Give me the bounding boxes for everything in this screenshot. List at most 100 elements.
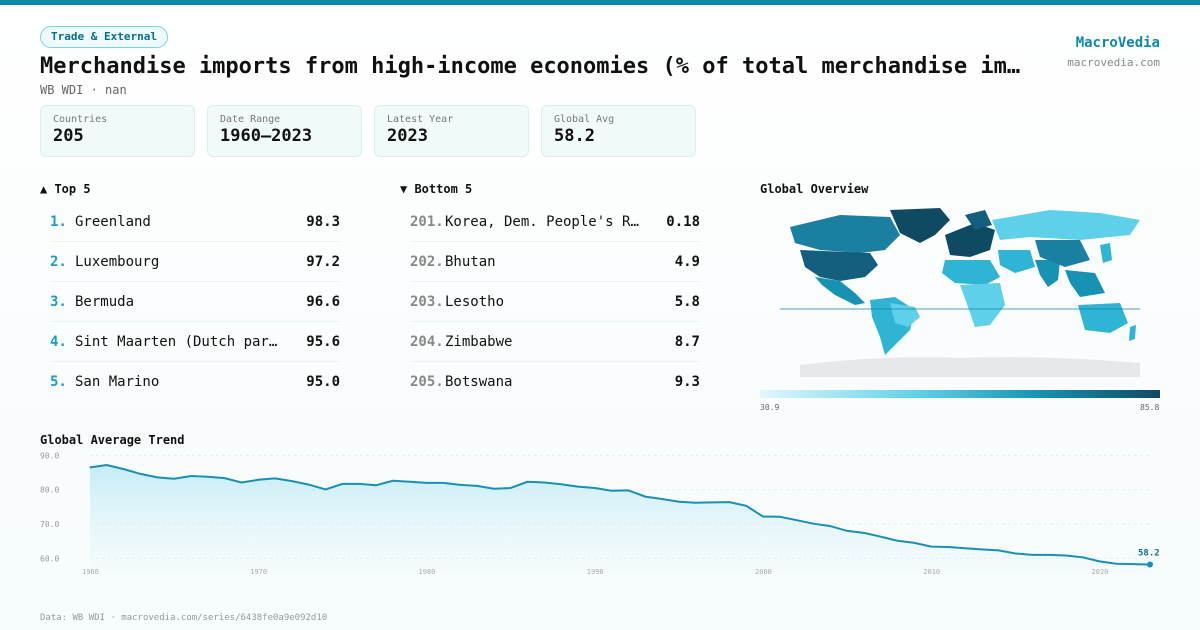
- rank-number: 4.: [50, 333, 67, 350]
- brand-url[interactable]: macrovedia.com: [1067, 56, 1160, 69]
- list-item[interactable]: 205. Botswana 9.3: [410, 362, 700, 402]
- category-badge[interactable]: Trade & External: [40, 26, 168, 48]
- list-item[interactable]: 202. Bhutan 4.9: [410, 242, 700, 282]
- list-item[interactable]: 203. Lesotho 5.8: [410, 282, 700, 322]
- list-item[interactable]: 1. Greenland 98.3: [50, 202, 340, 242]
- top5-list: 1. Greenland 98.3 2. Luxembourg 97.2 3. …: [50, 202, 340, 402]
- map-region-australia: [1078, 303, 1128, 333]
- trend-point: [1065, 554, 1067, 557]
- country-value: 5.8: [674, 293, 700, 310]
- country-name: San Marino: [75, 374, 160, 390]
- trend-point: [543, 481, 545, 484]
- stat-card-latest-year: Latest Year 2023: [374, 105, 529, 157]
- trend-point: [257, 479, 259, 481]
- trend-area: [90, 465, 1150, 572]
- list-item[interactable]: 204. Zimbabwe 8.7: [410, 322, 700, 362]
- x-tick-label: 1980: [419, 568, 436, 576]
- map-region-north-africa: [942, 260, 1000, 285]
- trend-point: [1115, 563, 1117, 565]
- stat-label: Date Range: [220, 114, 281, 125]
- trend-point: [308, 483, 310, 486]
- trend-point: [190, 475, 192, 477]
- map-heading: Global Overview: [760, 182, 869, 196]
- trend-point: [123, 468, 125, 470]
- trend-point: [678, 501, 680, 503]
- trend-point: [106, 464, 108, 466]
- trend-point: [1082, 556, 1084, 558]
- page-subtitle: WB WDI · nan: [40, 83, 127, 97]
- trend-point: [997, 549, 1000, 551]
- bottom5-list: 201. Korea, Dem. People's Rep. 0.18 202.…: [410, 202, 700, 402]
- rank-number: 205.: [410, 374, 444, 390]
- map-legend-gradient: [760, 390, 1160, 398]
- map-region-antarctica: [800, 357, 1140, 377]
- trend-point: [695, 502, 697, 504]
- trend-point: [425, 482, 428, 484]
- list-item[interactable]: 3. Bermuda 96.6: [50, 282, 340, 322]
- bottom5-heading: ▼ Bottom 5: [400, 182, 473, 196]
- footer-source: Data: WB WDI · macrovedia.com/series/643…: [40, 613, 328, 623]
- y-tick-label: 90.0: [40, 452, 59, 460]
- trend-point: [577, 486, 579, 488]
- trend-point: [610, 490, 613, 492]
- list-item[interactable]: 5. San Marino 95.0: [50, 362, 340, 402]
- map-region-europe: [945, 223, 995, 257]
- list-item[interactable]: 2. Luxembourg 97.2: [50, 242, 340, 282]
- x-tick-label: 2020: [1092, 568, 1109, 576]
- trend-point: [392, 480, 394, 482]
- trend-heading: Global Average Trend: [40, 433, 185, 447]
- map-region-southern-africa: [960, 283, 1005, 327]
- trend-point: [981, 548, 983, 550]
- trend-point: [880, 536, 882, 538]
- x-tick-label: 1960: [82, 568, 99, 576]
- map-region-greenland: [890, 208, 950, 243]
- rank-number: 1.: [50, 213, 67, 230]
- trend-point: [526, 481, 529, 483]
- map-region-scandinavia: [965, 210, 992, 230]
- country-value: 98.3: [306, 213, 340, 230]
- trend-point: [594, 487, 596, 489]
- map-region-canada: [790, 215, 900, 253]
- trend-point: [779, 516, 781, 518]
- map-region-india: [1035, 260, 1060, 287]
- rank-number: 202.: [410, 253, 444, 270]
- stat-card-global-avg: Global Avg 58.2: [541, 105, 696, 157]
- rank-number: 203.: [410, 293, 444, 310]
- trend-point: [947, 546, 949, 548]
- country-value: 9.3: [674, 374, 700, 390]
- map-region-mexico: [815, 277, 865, 305]
- trend-point: [1031, 554, 1033, 556]
- country-value: 0.18: [666, 213, 700, 230]
- stat-value: 2023: [387, 126, 428, 146]
- stat-card-date-range: Date Range 1960–2023: [207, 105, 362, 157]
- rank-number: 204.: [410, 333, 444, 350]
- trend-chart: 90.0 80.0 70.0 60.0 58.2 1960 1970 1980 1990 2000…: [40, 452, 1160, 576]
- country-name: Lesotho: [445, 293, 505, 310]
- map-region-usa: [800, 250, 878, 281]
- stat-value: 58.2: [554, 126, 595, 146]
- page-title: Merchandise imports from high-income eco…: [40, 54, 1025, 79]
- country-name: Luxembourg: [75, 253, 160, 270]
- country-value: 8.7: [674, 333, 700, 350]
- trend-point: [897, 540, 899, 542]
- trend-point: [493, 488, 495, 490]
- last-value-label: 58.2: [1138, 548, 1160, 558]
- world-choropleth-map[interactable]: [760, 205, 1160, 380]
- trend-point: [459, 484, 461, 486]
- x-tick-label: 1990: [587, 568, 604, 576]
- map-region-china: [1035, 240, 1090, 267]
- trend-point: [829, 525, 831, 527]
- trend-point: [863, 532, 865, 534]
- trend-point: [476, 485, 478, 487]
- trend-point: [510, 487, 512, 489]
- brand-name[interactable]: MacroVedia: [1075, 35, 1160, 51]
- country-name: Zimbabwe: [445, 333, 513, 350]
- map-legend-min: 30.9: [760, 403, 780, 412]
- trend-point: [1147, 561, 1153, 568]
- list-item[interactable]: 201. Korea, Dem. People's Rep. 0.18: [410, 202, 700, 242]
- map-region-middle-east: [998, 250, 1035, 273]
- trend-point: [224, 477, 226, 479]
- trend-point: [240, 481, 243, 484]
- trend-point: [846, 530, 848, 532]
- list-item[interactable]: 4. Sint Maarten (Dutch part) 95.6: [50, 322, 340, 362]
